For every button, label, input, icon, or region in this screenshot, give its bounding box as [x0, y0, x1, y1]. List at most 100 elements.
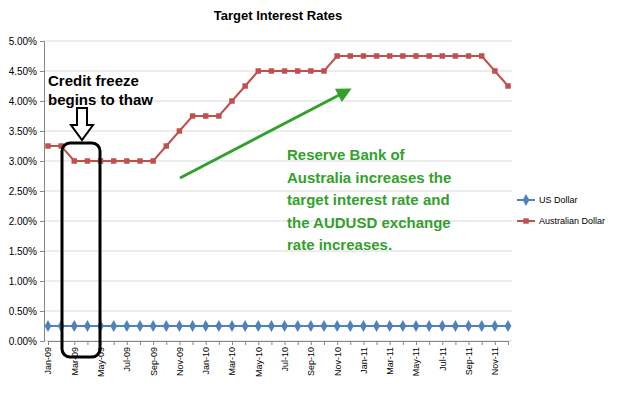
series-marker: [45, 143, 50, 148]
legend-label: US Dollar: [539, 195, 578, 205]
series-marker: [268, 320, 275, 332]
chart: Target Interest Rates0.00%0.50%1.00%1.50…: [0, 0, 624, 401]
series-marker: [202, 320, 209, 332]
x-tick-mark: [508, 341, 509, 345]
grid-line: [44, 41, 512, 42]
y-tick: 0.50%: [9, 306, 44, 317]
legend-label: Australian Dollar: [539, 216, 605, 226]
series-marker: [321, 320, 328, 332]
y-tick-label: 3.50%: [9, 126, 37, 137]
series-marker: [492, 68, 497, 73]
y-tick-mark: [40, 341, 44, 342]
series-marker: [111, 158, 116, 163]
series-marker: [413, 320, 420, 332]
x-tick-mark: [245, 341, 246, 345]
x-tick: Mar-11: [385, 341, 395, 375]
x-tick: Jul-11: [438, 341, 448, 371]
x-tick: [377, 341, 378, 345]
x-tick: [193, 341, 194, 345]
x-axis: Jan-09Mar-09May-09Jul-09Sep-09Nov-09Jan-…: [43, 341, 508, 377]
x-tick-label: Jan-11: [359, 347, 369, 374]
y-tick: 4.50%: [9, 66, 44, 77]
y-tick-mark: [40, 221, 44, 222]
y-tick: 0.00%: [9, 336, 44, 347]
series-marker: [426, 53, 431, 58]
x-tick-label: Mar-11: [385, 347, 395, 375]
x-tick: [429, 341, 430, 345]
x-tick: [324, 341, 325, 345]
x-tick-mark: [298, 341, 299, 345]
x-tick: [298, 341, 299, 345]
x-tick-mark: [153, 341, 154, 345]
y-tick-label: 4.50%: [9, 66, 37, 77]
x-tick-mark: [363, 341, 364, 345]
y-axis: 0.00%0.50%1.00%1.50%2.00%2.50%3.00%3.50%…: [9, 36, 45, 347]
x-tick-mark: [166, 341, 167, 345]
series-marker: [164, 143, 169, 148]
x-tick: [350, 341, 351, 345]
series-marker: [360, 320, 367, 332]
x-tick: Jul-09: [122, 341, 132, 372]
annotation-text: Credit freeze: [48, 72, 139, 89]
series-marker: [321, 68, 326, 73]
x-tick-label: May-10: [254, 347, 264, 377]
y-tick: 1.00%: [9, 276, 44, 287]
series-marker: [294, 320, 301, 332]
series-marker: [71, 320, 78, 332]
y-tick-label: 2.50%: [9, 186, 37, 197]
series-marker: [386, 320, 393, 332]
x-tick: [87, 341, 88, 345]
x-tick-mark: [179, 341, 180, 345]
series-marker: [110, 320, 117, 332]
x-tick-mark: [114, 341, 115, 345]
series-marker: [295, 68, 300, 73]
series-marker: [400, 53, 405, 58]
series-marker: [426, 320, 433, 332]
series-line: [48, 56, 508, 161]
x-tick: [140, 341, 141, 345]
series-marker: [242, 320, 249, 332]
x-tick: [403, 341, 404, 345]
series-marker: [505, 320, 512, 332]
y-tick-label: 0.50%: [9, 306, 37, 317]
series-marker: [255, 320, 262, 332]
annotation-text: Reserve Bank of: [287, 146, 406, 163]
x-tick: [166, 341, 167, 345]
series-marker: [399, 320, 406, 332]
series-marker: [505, 83, 510, 88]
series-marker: [439, 320, 446, 332]
x-tick: Sep-11: [464, 341, 474, 375]
x-tick-mark: [455, 341, 456, 345]
x-tick-mark: [127, 341, 128, 345]
x-tick: Jan-10: [201, 341, 211, 375]
annotation-text: begins to thaw: [48, 91, 153, 108]
x-tick-mark: [429, 341, 430, 345]
x-tick: [482, 341, 483, 345]
y-axis-line: [40, 42, 45, 342]
series-marker: [137, 158, 142, 163]
x-tick-mark: [258, 341, 259, 345]
y-tick-label: 5.00%: [9, 36, 37, 47]
x-tick-mark: [403, 341, 404, 345]
y-tick-mark: [40, 311, 44, 312]
x-tick-mark: [416, 341, 417, 345]
y-tick-label: 1.00%: [9, 276, 37, 287]
series-marker: [466, 53, 471, 58]
x-tick-mark: [337, 341, 338, 345]
x-tick: [508, 341, 509, 345]
x-tick-mark: [232, 341, 233, 345]
y-tick-mark: [40, 41, 44, 42]
series-marker: [229, 98, 234, 103]
series-marker: [163, 320, 170, 332]
x-tick: Nov-09: [175, 341, 185, 376]
x-tick-label: May-11: [411, 347, 421, 376]
annotation-text: rate increases.: [287, 236, 392, 253]
series-marker: [334, 53, 339, 58]
trend-arrow: [180, 92, 345, 178]
y-tick: 5.00%: [9, 36, 44, 47]
x-tick: Jan-09: [43, 341, 53, 375]
y-tick: 2.00%: [9, 216, 44, 227]
grid: [44, 41, 512, 341]
x-tick-mark: [442, 341, 443, 345]
series-marker: [373, 320, 380, 332]
